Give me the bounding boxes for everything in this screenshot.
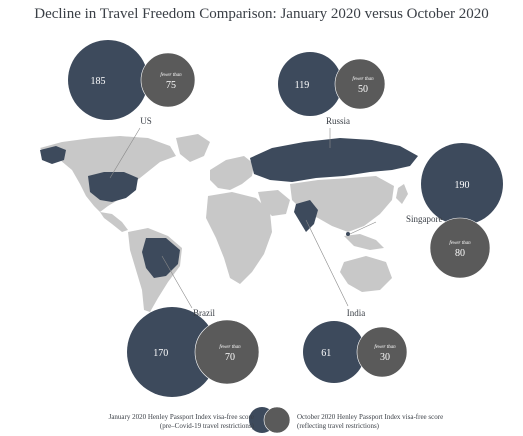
oct-score-circle-singapore [429,217,491,279]
legend-oct-line1: October 2020 Henley Passport Index visa-… [297,413,444,421]
jan-score-singapore: 190 [455,180,470,191]
country-name-singapore: Singapore [406,214,443,224]
land-japan [396,184,408,204]
land-asia [290,176,394,232]
land-alaska [40,146,66,164]
land-greenland [176,134,210,162]
legend-jan: January 2020 Henley Passport Index visa-… [58,413,254,431]
legend-oct-circle [263,406,291,434]
jan-score-russia: 119 [295,80,310,91]
land-india-highlight [294,200,318,232]
bubble-group-us: 185 fewer than 75 US [68,40,196,126]
jan-score-us: 185 [91,76,106,87]
land-russia-highlight [250,138,418,182]
page-title: Decline in Travel Freedom Comparison: Ja… [34,6,489,22]
oct-score-russia: 50 [358,84,368,95]
oct-score-circle-brazil [194,319,260,385]
oct-score-india: 30 [380,352,390,363]
jan-score-circle-singapore [421,143,503,225]
jan-score-brazil: 170 [153,348,168,359]
leader-us [109,127,141,179]
oct-score-circle-india [356,326,408,378]
bubble-group-singapore: 190 fewer than 80 Singapore [406,143,503,279]
legend-oct-line2: (reflecting travel restrictions) [297,422,380,430]
jan-score-circle-us [68,40,148,120]
oct-score-singapore: 80 [455,248,465,259]
leader-lines [109,127,377,309]
country-name-brazil: Brazil [193,308,215,318]
bubble-group-russia: 119 fewer than 50 Russia [278,52,386,126]
bubble-group-brazil: 170 fewer than 70 Brazil [127,307,260,397]
singapore-marker [346,232,350,236]
leader-india [305,219,349,307]
oct-score-brazil: 70 [225,352,235,363]
oct-score-us: 75 [166,80,176,91]
bubble-group-india: 61 fewer than 30 India [303,308,408,383]
land-southeast-asia [344,234,384,250]
oct-score-circle-us [140,52,196,108]
country-name-russia: Russia [326,116,350,126]
country-name-india: India [347,308,366,318]
fewer-than-label-us: fewer than [160,73,182,78]
land-europe [210,156,254,190]
fewer-than-label-india: fewer than [374,345,396,350]
jan-score-india: 61 [321,348,331,359]
oct-score-circle-russia [334,58,386,110]
legend-symbol [249,406,291,434]
jan-score-circle-india [303,321,365,383]
jan-score-circle-brazil [127,307,217,397]
legend-jan-line2: (pre–Covid-19 travel restrictions) [159,422,254,430]
land-middle-east [258,190,290,216]
legend-jan-line1: January 2020 Henley Passport Index visa-… [108,413,254,421]
country-name-us: US [140,116,152,126]
land-us-highlight [88,172,138,202]
land-africa [206,192,272,284]
land-central-america [100,212,128,232]
leader-singapore [349,221,377,235]
fewer-than-label-russia: fewer than [352,77,374,82]
land-australia [340,256,392,292]
jan-score-circle-russia [278,52,342,116]
land-brazil-highlight [142,238,180,278]
fewer-than-label-singapore: fewer than [449,241,471,246]
world-map [40,134,418,312]
legend-oct: October 2020 Henley Passport Index visa-… [297,413,507,431]
fewer-than-label-brazil: fewer than [219,345,241,350]
country-bubbles: 185 fewer than 75 US 119 fewer than 50 Russia 19… [68,40,503,397]
leader-brazil [161,255,193,309]
